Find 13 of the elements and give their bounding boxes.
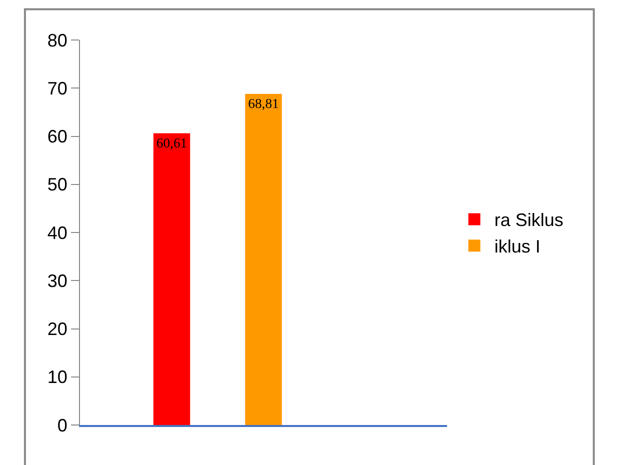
y-tick-label: 80 <box>47 30 68 50</box>
y-tick-label: 50 <box>47 174 68 195</box>
data-label: 68,81 <box>248 96 279 111</box>
legend-label: ra Siklus <box>494 210 564 230</box>
y-tick-label: 20 <box>47 319 68 340</box>
y-tick-label: 40 <box>47 222 68 243</box>
y-tick-label: 10 <box>47 367 68 388</box>
y-tick-label: 0 <box>57 415 68 436</box>
y-tick-label: 30 <box>47 270 68 291</box>
y-tick-label: 60 <box>47 126 68 147</box>
y-tick-label: 70 <box>47 78 68 98</box>
data-label: 60,61 <box>156 135 188 150</box>
legend-label: iklus I <box>494 236 540 257</box>
